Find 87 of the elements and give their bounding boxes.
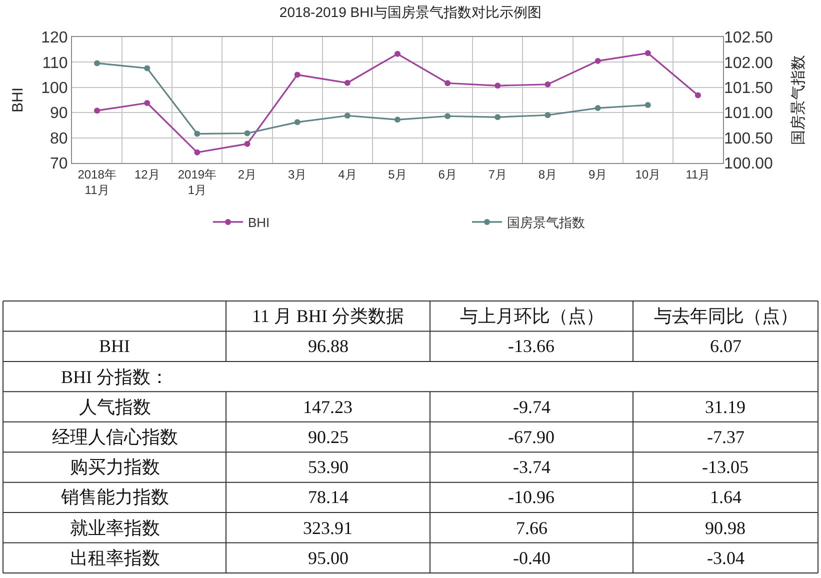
- point: [544, 112, 551, 118]
- y2-tick-label: 102.00: [724, 54, 774, 72]
- y-tick-label: 90: [50, 105, 68, 122]
- legend-label: 国房景气指数: [507, 215, 585, 230]
- text: -9.74: [513, 397, 550, 417]
- x-tick-label: 2019年1月: [178, 167, 217, 197]
- text: 6.07: [710, 336, 742, 356]
- category-label: 销售能力指数: [61, 487, 169, 507]
- text: -13.05: [702, 457, 748, 477]
- point: [344, 80, 350, 86]
- point: [94, 60, 100, 66]
- text: -3.74: [513, 457, 550, 477]
- point: [594, 58, 601, 64]
- point: [494, 82, 501, 89]
- y-tick-label: 100: [41, 80, 68, 97]
- category-label: 经理人信心指数: [52, 427, 178, 447]
- y2-tick-label: 102.50: [724, 30, 774, 47]
- point: [694, 92, 701, 98]
- point: [394, 50, 400, 57]
- text: 323.91: [303, 518, 352, 538]
- point: [494, 114, 501, 120]
- point: [244, 140, 250, 147]
- point: [94, 108, 100, 114]
- point: [194, 130, 200, 137]
- text: 31.19: [705, 397, 746, 417]
- point: [544, 81, 551, 88]
- x-tick-label: 4月: [338, 167, 357, 182]
- text: -7.37: [707, 427, 744, 447]
- category-label: BHI 分指数：: [61, 367, 168, 387]
- category-label: BHI: [99, 336, 130, 356]
- text: 95.00: [308, 548, 348, 568]
- chart-title: 2018-2019 BHI与国房景气指数对比示例图: [279, 4, 542, 20]
- point: [394, 116, 400, 123]
- text: 90.98: [705, 518, 746, 538]
- x-tick-label: 11月: [686, 167, 710, 182]
- text: 90.25: [308, 427, 348, 447]
- point: [644, 102, 651, 108]
- text: 147.23: [303, 397, 352, 417]
- point: [644, 50, 651, 56]
- y2-axis-title: 国房景气指数: [790, 55, 808, 145]
- point: [144, 65, 150, 72]
- y2-tick-label: 100.50: [724, 130, 774, 148]
- legend-label: BHI: [248, 215, 270, 230]
- point: [344, 112, 350, 119]
- text: 78.14: [308, 487, 348, 507]
- x-tick-label: 2月: [238, 167, 257, 182]
- x-tick-label: 10月: [635, 167, 661, 182]
- x-tick-label: 2018年11月: [78, 167, 116, 197]
- y-tick-label: 120: [41, 30, 68, 47]
- text: -10.96: [508, 487, 554, 507]
- category-label: 与上月环比（点）: [460, 306, 604, 326]
- point: [144, 100, 150, 106]
- text: 1.64: [710, 487, 742, 507]
- point: [444, 113, 451, 120]
- category-label: 出租率指数: [70, 548, 160, 568]
- x-tick-label: 9月: [588, 167, 608, 182]
- text: -0.40: [513, 548, 550, 568]
- point: [444, 80, 451, 86]
- point: [244, 130, 250, 136]
- y2-tick-label: 101.50: [724, 80, 774, 97]
- y-tick-label: 80: [50, 130, 68, 148]
- x-tick-label: 6月: [438, 167, 457, 182]
- category-label: 购买力指数: [70, 457, 160, 477]
- text: -67.90: [508, 427, 554, 447]
- category-label: 就业率指数: [70, 518, 160, 538]
- y2-tick-label: 100.00: [724, 156, 774, 173]
- point: [594, 105, 601, 112]
- point: [294, 119, 300, 126]
- point: [194, 149, 200, 156]
- text: -3.04: [707, 548, 744, 568]
- x-tick-label: 7月: [488, 167, 507, 182]
- text: 7.66: [516, 518, 548, 538]
- x-tick-label: 3月: [288, 167, 307, 182]
- x-tick-label: 5月: [388, 167, 407, 182]
- point: [294, 72, 300, 78]
- x-tick-label: 8月: [538, 167, 558, 182]
- x-tick-label: 12月: [134, 167, 160, 182]
- category-label: 与去年同比（点）: [654, 306, 798, 326]
- category-label: 人气指数: [79, 397, 151, 417]
- text: 53.90: [308, 457, 348, 477]
- y-tick-label: 70: [50, 156, 68, 173]
- text: 96.88: [308, 336, 348, 356]
- category-label: 11 月 BHI 分类数据: [252, 306, 404, 326]
- y-axis-title: BHI: [9, 87, 26, 113]
- y-tick-label: 110: [42, 54, 68, 72]
- text: -13.66: [508, 336, 554, 356]
- y2-tick-label: 101.00: [724, 105, 774, 122]
